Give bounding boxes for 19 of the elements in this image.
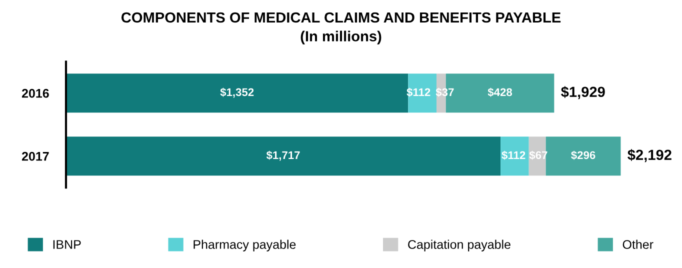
chart-title: COMPONENTS OF MEDICAL CLAIMS AND BENEFITS PAYABLE [121,12,561,23]
total-label: $2,192 [628,149,672,162]
legend-label: Other [622,240,654,249]
data-label: $428 [488,88,512,97]
bar [546,136,621,176]
y-tick-label: 2016 [22,88,49,98]
data-label: $1,352 [220,88,254,98]
bar [66,136,501,176]
legend-label: Pharmacy payable [194,240,296,252]
data-label: $112 [502,150,526,160]
y-tick-label: 2017 [22,152,49,161]
data-label: $1,717 [266,150,300,161]
chart-subtitle: (In millions) [300,30,382,44]
data-label: $296 [571,150,596,160]
legend-label: Capitation payable [408,240,510,252]
legend-label: IBNP [53,240,81,249]
bar [500,136,529,176]
bar [66,74,408,113]
total-label: $1,929 [561,86,605,100]
